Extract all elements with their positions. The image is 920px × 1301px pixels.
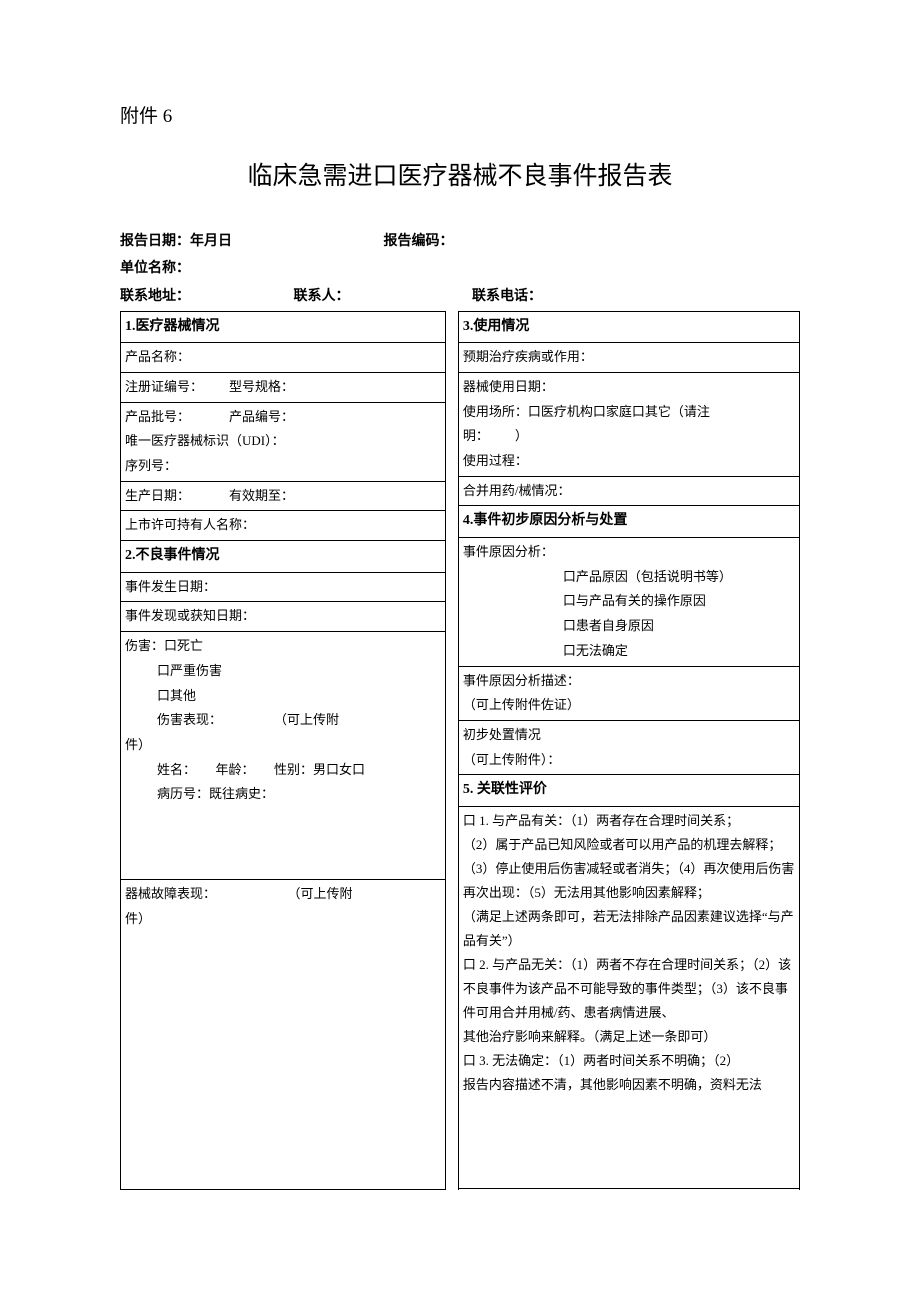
left-column: 1.医疗器械情况 产品名称： 注册证编号： 型号规格： 产品批号： 产品编号： … (120, 311, 446, 1190)
analysis-label: 事件原因分析： (463, 540, 795, 565)
initial-handling-group[interactable]: 初步处置情况 （可上传附件）： (459, 721, 799, 775)
device-fault-field[interactable]: 器械故障表现： （可上传附 (125, 882, 441, 907)
harm-severe-checkbox[interactable]: 口严重伤害 (125, 659, 441, 684)
analysis-desc-label: 事件原因分析描述： (463, 669, 795, 694)
harm-manifest-field[interactable]: 伤害表现： （可上传附 (125, 708, 441, 733)
location-cont: 明： ） (463, 424, 795, 449)
analysis-desc-note: （可上传附件佐证） (463, 693, 795, 718)
section-4-header: 4.事件初步原因分析与处置 (459, 506, 799, 538)
section-3-header: 3.使用情况 (459, 312, 799, 344)
initial-handling-label: 初步处置情况 (463, 723, 795, 748)
batch-serial-group[interactable]: 产品批号： 产品编号： 唯一医疗器械标识（UDI）： 序列号： (121, 403, 445, 482)
expected-field[interactable]: 预期治疗疾病或作用： (459, 343, 799, 373)
analysis-group[interactable]: 事件原因分析： 口产品原因（包括说明书等） 口与产品有关的操作原因 口患者自身原… (459, 538, 799, 666)
batch-field: 产品批号： 产品编号： (125, 405, 441, 430)
corr-3a[interactable]: 口 3. 无法确定：（1）两者时间关系不明确；（2） (463, 1049, 795, 1073)
address-label: 联系地址： (120, 284, 290, 309)
corr-2b: 其他治疗影响来解释。（满足上述一条即可） (463, 1025, 795, 1049)
contact-label: 联系人： (294, 284, 469, 309)
dates-field[interactable]: 生产日期： 有效期至： (121, 482, 445, 512)
unit-name-label: 单位名称： (120, 256, 190, 281)
report-date-label: 报告日期：年月日 (120, 229, 380, 254)
use-date-field[interactable]: 器械使用日期： (463, 375, 795, 400)
use-date-location-group[interactable]: 器械使用日期： 使用场所：口医疗机构口家庭口其它（请注 明： ） 使用过程： (459, 373, 799, 477)
corr-3b: 报告内容描述不清，其他影响因素不明确，资料无法 (463, 1073, 795, 1097)
reason-operation-checkbox[interactable]: 口与产品有关的操作原因 (463, 589, 795, 614)
device-fault-group[interactable]: 器械故障表现： （可上传附 件） (121, 880, 445, 1190)
harm-other-checkbox[interactable]: 口其他 (125, 684, 441, 709)
phone-label: 联系电话： (472, 284, 542, 309)
attachment-label: 附件 6 (120, 100, 800, 134)
serial-field: 序列号： (125, 454, 441, 479)
holder-field[interactable]: 上市许可持有人名称： (121, 511, 445, 541)
harm-death-checkbox[interactable]: 伤害：口死亡 (125, 634, 441, 659)
analysis-desc-group[interactable]: 事件原因分析描述： （可上传附件佐证） (459, 667, 799, 721)
name-age-gender-field[interactable]: 姓名： 年龄： 性别：男口女口 (125, 758, 441, 783)
harm-group[interactable]: 伤害：口死亡 口严重伤害 口其他 伤害表现： （可上传附 件） 姓名： 年龄： … (121, 632, 445, 880)
initial-handling-note: （可上传附件）： (463, 748, 795, 773)
udi-field: 唯一医疗器械标识（UDI）： (125, 429, 441, 454)
record-history-field[interactable]: 病历号：既往病史： (125, 782, 441, 807)
header-row-3: 联系地址： 联系人： 联系电话： (120, 284, 800, 309)
section-2-header: 2.不良事件情况 (121, 541, 445, 573)
reason-patient-checkbox[interactable]: 口患者自身原因 (463, 614, 795, 639)
combined-field[interactable]: 合并用药/械情况： (459, 477, 799, 507)
corr-2a[interactable]: 口 2. 与产品无关：（1）两者不存在合理时间关系；（2）该不良事件为该产品不可… (463, 953, 795, 1025)
header-row-2: 单位名称： (120, 256, 800, 281)
harm-manifest-cont: 件） (125, 733, 441, 758)
header-row-1: 报告日期：年月日 报告编码： (120, 229, 800, 254)
section-5-header: 5. 关联性评价 (459, 775, 799, 807)
corr-1b: （2）属于产品已知风险或者可以用产品的机理去解释； (463, 833, 795, 857)
corr-1d: （满足上述两条即可，若无法排除产品因素建议选择“与产品有关”） (463, 905, 795, 953)
device-fault-cont: 件） (125, 907, 441, 932)
report-code-label: 报告编码： (384, 229, 454, 254)
reg-model-field[interactable]: 注册证编号： 型号规格： (121, 373, 445, 403)
document-title: 临床急需进口医疗器械不良事件报告表 (120, 154, 800, 199)
corr-1c: （3）停止使用后伤害减轻或者消失；（4）再次使用后伤害再次出现：（5）无法用其他… (463, 857, 795, 905)
corr-1a[interactable]: 口 1. 与产品有关：（1）两者存在合理时间关系； (463, 809, 795, 833)
event-date-field[interactable]: 事件发生日期： (121, 573, 445, 603)
correlation-group[interactable]: 口 1. 与产品有关：（1）两者存在合理时间关系； （2）属于产品已知风险或者可… (459, 807, 799, 1189)
section-1-header: 1.医疗器械情况 (121, 312, 445, 344)
discover-date-field[interactable]: 事件发现或获知日期： (121, 602, 445, 632)
form-columns: 1.医疗器械情况 产品名称： 注册证编号： 型号规格： 产品批号： 产品编号： … (120, 311, 800, 1190)
process-field[interactable]: 使用过程： (463, 449, 795, 474)
reason-unknown-checkbox[interactable]: 口无法确定 (463, 639, 795, 664)
location-field[interactable]: 使用场所：口医疗机构口家庭口其它（请注 (463, 400, 795, 425)
reason-product-checkbox[interactable]: 口产品原因（包括说明书等） (463, 565, 795, 590)
right-column: 3.使用情况 预期治疗疾病或作用： 器械使用日期： 使用场所：口医疗机构口家庭口… (458, 311, 800, 1190)
product-name-field[interactable]: 产品名称： (121, 343, 445, 373)
